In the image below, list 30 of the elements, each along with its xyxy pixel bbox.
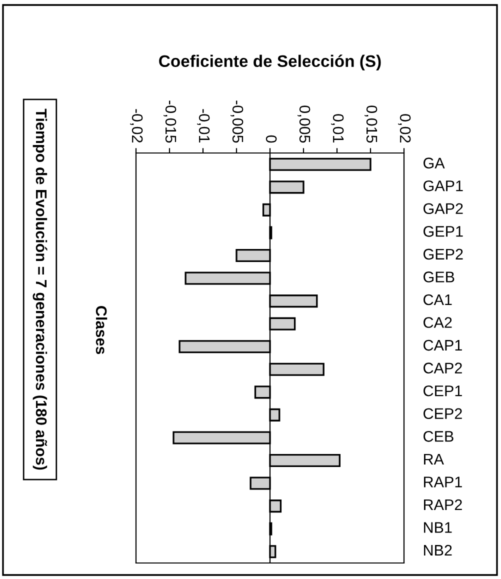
y-tick-label: RAP2 bbox=[424, 499, 462, 510]
y-tick-label: GEP1 bbox=[424, 226, 463, 237]
x-tick-label: -0,01 bbox=[197, 109, 210, 143]
y-tick-label: GA bbox=[424, 158, 445, 168]
chart-title: Coeficiente de Selección (S) bbox=[159, 54, 381, 70]
y-tick-label: CEP1 bbox=[424, 385, 462, 396]
y-tick-label: GAP1 bbox=[424, 180, 463, 192]
x-tick-label: 0,01 bbox=[331, 114, 344, 143]
y-tick-label: CAP2 bbox=[424, 362, 462, 374]
y-tick-label: CA2 bbox=[424, 317, 452, 328]
x-tick-label: -0,02 bbox=[130, 109, 143, 143]
y-tick-label: GEB bbox=[424, 272, 454, 282]
text: Tiempo de Evolución = 7 generaciones (180 años) bbox=[32, 108, 48, 470]
y-tick-label: RAP1 bbox=[424, 476, 462, 488]
y-tick-label: CA1 bbox=[424, 294, 452, 306]
y-tick-label: NB1 bbox=[424, 522, 452, 533]
y-tick-label: RA bbox=[424, 454, 444, 464]
x-tick-label: -0,015 bbox=[164, 100, 176, 143]
y-tick-label: GEP2 bbox=[424, 248, 463, 260]
x-tick-label: -0,005 bbox=[230, 100, 244, 143]
y-tick-label: CEP2 bbox=[424, 408, 462, 420]
x-tick-label: 0 bbox=[266, 135, 277, 143]
y-tick-label: NB2 bbox=[424, 544, 452, 556]
y-tick-label: CAP1 bbox=[424, 340, 462, 351]
x-tick-label: 0,015 bbox=[364, 106, 378, 143]
y-tick-label: CEB bbox=[424, 431, 454, 442]
y-tick-label: GAP2 bbox=[424, 203, 463, 214]
x-tick-label: 0,005 bbox=[298, 106, 310, 143]
x-tick-label: 0,02 bbox=[398, 114, 411, 143]
y-axis-title: Clases bbox=[96, 306, 108, 354]
